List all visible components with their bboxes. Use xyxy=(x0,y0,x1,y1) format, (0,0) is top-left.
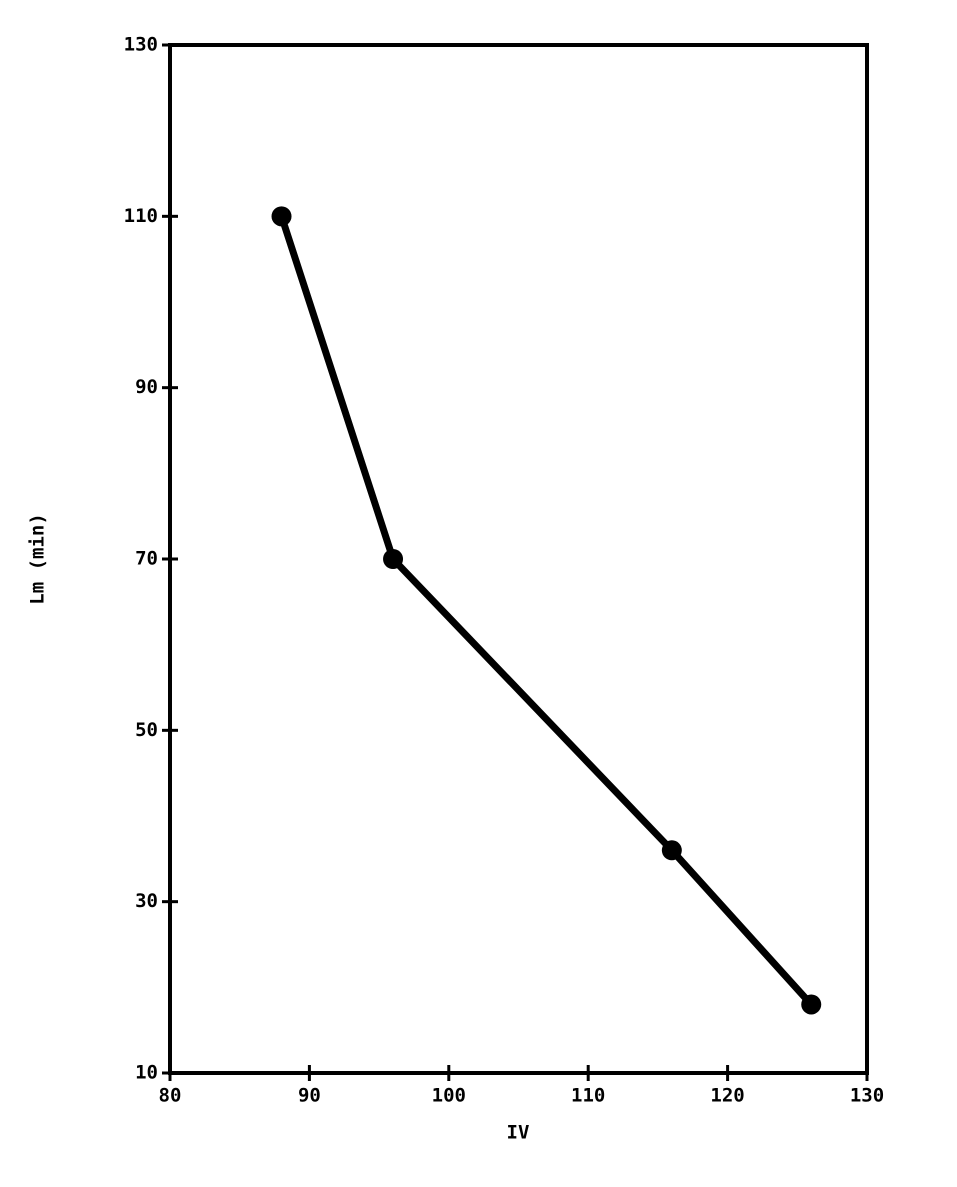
y-tick-label: 30 xyxy=(135,890,158,912)
data-point xyxy=(801,994,822,1015)
x-tick-label: 120 xyxy=(710,1085,744,1107)
y-tick-label: 130 xyxy=(124,34,158,56)
x-tick-label: 80 xyxy=(159,1085,182,1107)
data-line xyxy=(278,215,814,1007)
x-tick-label: 100 xyxy=(432,1085,466,1107)
y-tick-label: 50 xyxy=(135,719,158,741)
y-tick-label: 70 xyxy=(135,548,158,570)
x-axis-label: IV xyxy=(507,1122,530,1144)
data-point xyxy=(383,549,404,569)
data-point xyxy=(661,840,682,861)
x-tick-label: 130 xyxy=(850,1085,884,1107)
y-tick-label: 10 xyxy=(135,1062,158,1084)
x-tick-label: 110 xyxy=(571,1085,605,1107)
data-point xyxy=(271,206,292,227)
y-axis-label: Lm (min) xyxy=(27,513,49,605)
x-tick-label: 90 xyxy=(298,1085,321,1107)
y-tick-label: 90 xyxy=(135,376,158,398)
plot-frame xyxy=(168,43,869,1075)
y-tick-label: 110 xyxy=(124,205,158,227)
